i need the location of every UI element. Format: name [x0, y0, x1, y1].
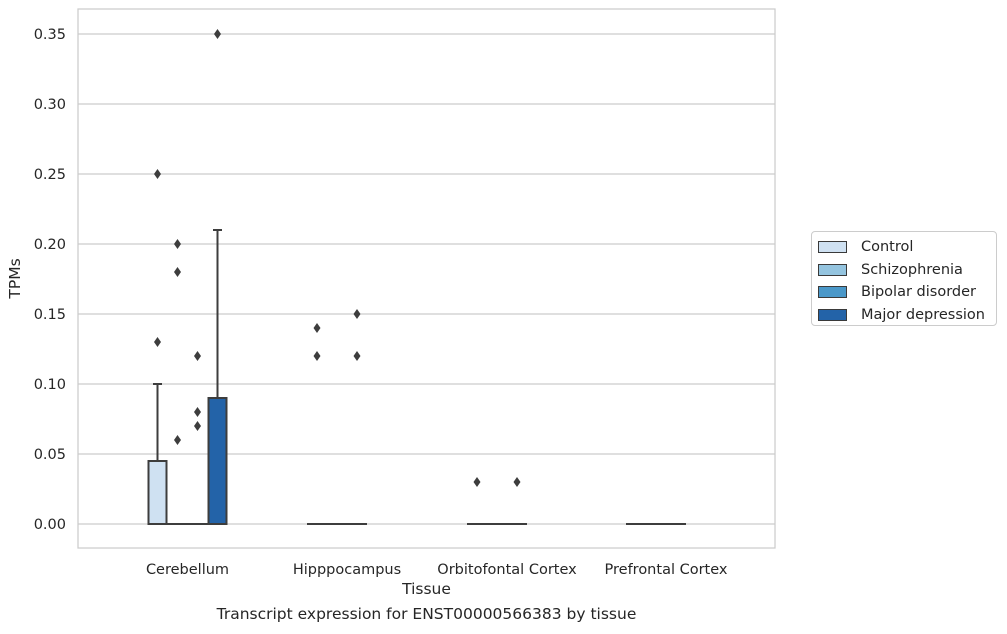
outlier-point — [174, 239, 181, 249]
outlier-point — [513, 477, 521, 487]
outlier-point — [154, 337, 161, 347]
outlier-point — [174, 267, 181, 277]
outlier-point — [194, 351, 201, 361]
outlier-point — [174, 435, 181, 445]
legend-label: Schizophrenia — [861, 261, 963, 278]
y-tick-label: 0.25 — [34, 167, 66, 183]
box-rect — [207, 397, 228, 525]
outlier-point — [154, 169, 161, 179]
outlier-point — [313, 351, 321, 361]
legend-label: Bipolar disorder — [861, 284, 976, 301]
outlier-point — [214, 29, 221, 39]
y-tick-label: 0.20 — [34, 237, 66, 253]
outlier-point — [194, 407, 201, 417]
legend-item: Control — [818, 236, 996, 259]
x-tick-label: Prefrontal Cortex — [605, 562, 728, 578]
outlier-point — [194, 421, 201, 431]
y-tick-label: 0.35 — [34, 27, 66, 43]
legend-swatch — [818, 286, 847, 299]
x-tick-labels: Cerebellum Hipppocampus Orbitofontal Corte… — [146, 562, 728, 578]
x-tick-label: Hipppocampus — [293, 562, 401, 578]
y-axis-label: TPMs — [6, 258, 24, 299]
legend-item: Bipolar disorder — [818, 281, 996, 304]
legend-swatch — [818, 308, 847, 321]
box-control — [147, 383, 168, 525]
y-tick-labels: 0.00 0.05 0.10 0.15 0.20 0.25 0.30 0.35 — [34, 27, 66, 533]
x-tick-label: Orbitofontal Cortex — [437, 562, 577, 578]
legend-label: Major depression — [861, 306, 985, 323]
y-tick-label: 0.05 — [34, 447, 66, 463]
box-major-depression — [207, 229, 228, 525]
outliers — [154, 29, 521, 487]
chart-caption: Transcript expression for ENST0000056638… — [216, 605, 637, 623]
legend-swatch — [818, 241, 847, 254]
outlier-point — [353, 351, 361, 361]
outlier-point — [313, 323, 321, 333]
outlier-point — [473, 477, 481, 487]
box-rect — [147, 460, 168, 525]
x-axis-label: Tissue — [401, 580, 451, 598]
y-tick-label: 0.00 — [34, 517, 66, 533]
x-tick-label: Cerebellum — [146, 562, 229, 578]
legend-item: Schizophrenia — [818, 259, 996, 282]
legend-swatch — [818, 263, 847, 276]
y-tick-label: 0.15 — [34, 307, 66, 323]
boxes — [147, 229, 686, 525]
y-tick-label: 0.10 — [34, 377, 66, 393]
y-tick-label: 0.30 — [34, 97, 66, 113]
legend-label: Control — [861, 239, 914, 256]
legend-item: Major depression — [818, 304, 996, 327]
plot-area — [77, 8, 776, 549]
legend: Control Schizophrenia Bipolar disorder Majo… — [811, 231, 997, 326]
outlier-point — [353, 309, 361, 319]
